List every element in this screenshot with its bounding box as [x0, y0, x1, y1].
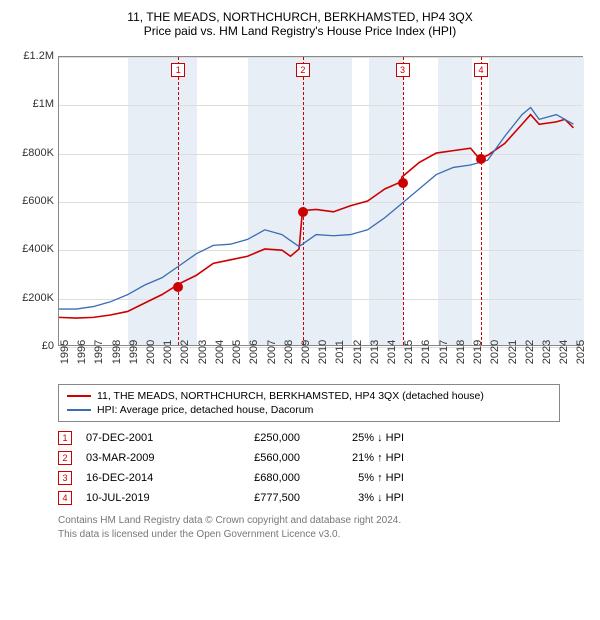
tx-price: £250,000: [210, 432, 300, 444]
tx-date: 10-JUL-2019: [86, 492, 196, 504]
legend-label: HPI: Average price, detached house, Daco…: [97, 404, 313, 416]
tx-diff: 3% ↓ HPI: [314, 492, 404, 504]
y-axis-label: £0: [10, 340, 54, 352]
footer-text: Contains HM Land Registry data © Crown c…: [58, 514, 590, 541]
line-svg: [59, 57, 582, 345]
tx-date: 07-DEC-2001: [86, 432, 196, 444]
y-axis-label: £200K: [10, 292, 54, 304]
y-axis-label: £1M: [10, 98, 54, 110]
marker-dot: [476, 154, 486, 164]
marker-dot: [173, 282, 183, 292]
tx-diff: 5% ↑ HPI: [314, 472, 404, 484]
tx-price: £680,000: [210, 472, 300, 484]
footer-line-1: Contains HM Land Registry data © Crown c…: [58, 514, 590, 528]
legend-item: 11, THE MEADS, NORTHCHURCH, BERKHAMSTED,…: [67, 389, 551, 403]
chart-container: 11, THE MEADS, NORTHCHURCH, BERKHAMSTED,…: [0, 0, 600, 546]
tx-date: 03-MAR-2009: [86, 452, 196, 464]
plot-region: 1234 19951996199719981999200020012002200…: [58, 56, 583, 346]
tx-price: £560,000: [210, 452, 300, 464]
table-row: 3 16-DEC-2014 £680,000 5% ↑ HPI: [58, 468, 590, 488]
table-row: 2 03-MAR-2009 £560,000 21% ↑ HPI: [58, 448, 590, 468]
legend-swatch: [67, 409, 91, 411]
tx-marker: 3: [58, 471, 72, 485]
y-axis-label: £800K: [10, 147, 54, 159]
tx-marker: 1: [58, 431, 72, 445]
tx-price: £777,500: [210, 492, 300, 504]
table-row: 1 07-DEC-2001 £250,000 25% ↓ HPI: [58, 428, 590, 448]
chart-subtitle: Price paid vs. HM Land Registry's House …: [10, 24, 590, 38]
legend-swatch: [67, 395, 91, 397]
chart-area: £0 £200K £400K £600K £800K £1M £1.2M 1234 1995…: [10, 46, 590, 376]
tx-date: 16-DEC-2014: [86, 472, 196, 484]
table-row: 4 10-JUL-2019 £777,500 3% ↓ HPI: [58, 488, 590, 508]
marker-dot: [298, 207, 308, 217]
legend-label: 11, THE MEADS, NORTHCHURCH, BERKHAMSTED,…: [97, 390, 484, 402]
series-property: [59, 115, 573, 318]
tx-marker: 2: [58, 451, 72, 465]
tx-diff: 25% ↓ HPI: [314, 432, 404, 444]
y-axis-label: £1.2M: [10, 50, 54, 62]
y-axis-label: £600K: [10, 195, 54, 207]
legend: 11, THE MEADS, NORTHCHURCH, BERKHAMSTED,…: [58, 384, 560, 422]
transaction-table: 1 07-DEC-2001 £250,000 25% ↓ HPI 2 03-MAR-200…: [58, 428, 590, 508]
y-axis-label: £400K: [10, 243, 54, 255]
footer-line-2: This data is licensed under the Open Gov…: [58, 528, 590, 542]
tx-marker: 4: [58, 491, 72, 505]
tx-diff: 21% ↑ HPI: [314, 452, 404, 464]
series-hpi: [59, 107, 573, 309]
marker-dot: [398, 178, 408, 188]
chart-title: 11, THE MEADS, NORTHCHURCH, BERKHAMSTED,…: [10, 10, 590, 24]
legend-item: HPI: Average price, detached house, Daco…: [67, 403, 551, 417]
